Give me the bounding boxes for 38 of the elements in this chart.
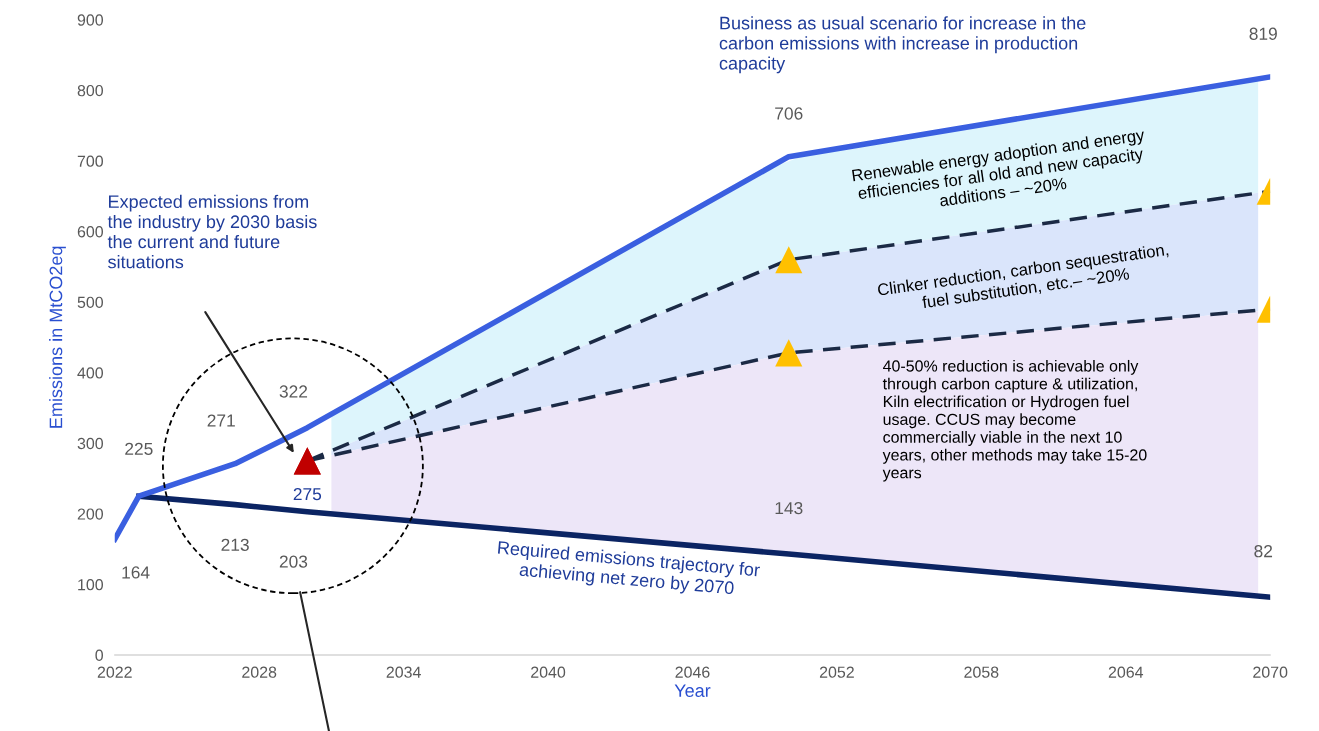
x-tick-label: 2034 [386,666,421,678]
annotation: Business as usual scenario for increase in the carbon emissions with increase in production capacity [719,16,1086,74]
data-label: 213 [221,538,249,551]
data-label: 225 [125,442,153,455]
data-label: 82 [1254,545,1273,558]
data-label: 275 [293,487,322,501]
y-tick-label: 800 [77,84,104,97]
x-tick-label: 2028 [242,666,277,678]
data-label: 322 [279,385,308,398]
annotation: Renewable energy adoption and energy efficiencies for all old and new capacity additions – ~20% [851,128,1146,207]
y-axis-title: Emissions in MtCO2eq [49,246,66,428]
x-tick-label: 2058 [964,666,999,678]
annotation: Clinker reduction, carbon sequestration, fuel substitution, etc.– ~20% [877,243,1169,311]
x-tick-label: 2064 [1108,666,1144,678]
y-tick-label: 0 [95,649,104,661]
y-tick-label: 200 [77,508,104,520]
data-label: 203 [279,555,308,568]
annotation: Expected emissions from the industry by 2030 basis the current and future situations [107,194,317,269]
data-label: 271 [207,414,235,427]
y-tick-label: 100 [78,579,104,591]
x-tick-label: 2046 [675,666,710,678]
y-tick-label: 400 [77,367,104,379]
x-tick-label: 2052 [819,666,854,678]
y-tick-label: 300 [77,437,104,450]
data-label: 164 [122,566,150,579]
y-tick-label: 900 [77,14,104,26]
x-tick-label: 2070 [1253,666,1288,678]
data-label: 706 [775,107,803,120]
x-tick-label: 2022 [97,666,132,678]
y-tick-label: 500 [77,296,104,309]
annotation: 40-50% reduction is achievable only through carbon capture & utilization, Kiln electrification or Hydrogen fuel usage. CCUS may become commercially viable in the next 10 years, other methods may take 15-20 years [882,359,1147,482]
y-tick-label: 700 [77,155,104,167]
x-axis-title: Year [674,684,711,698]
y-tick-label: 600 [77,226,104,238]
data-label: 143 [775,501,803,515]
data-label: 819 [1249,27,1277,40]
x-tick-label: 2040 [531,666,566,678]
annotation: Required emissions trajectory for achieving net zero by 2070 [497,540,761,599]
